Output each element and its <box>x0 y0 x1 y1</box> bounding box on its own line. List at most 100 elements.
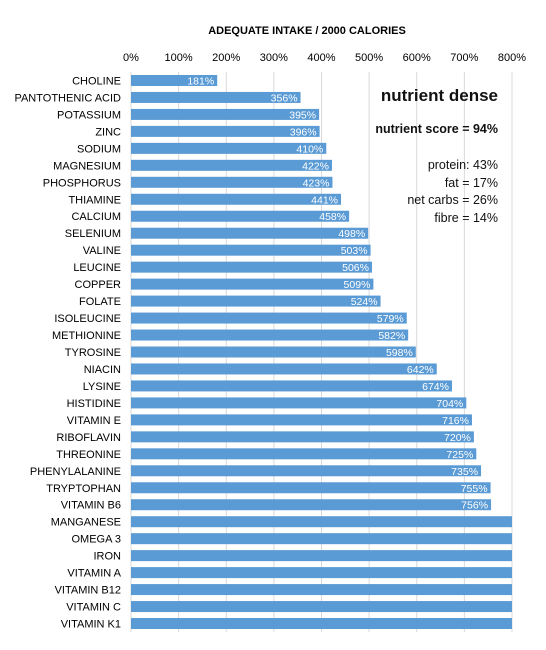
category-label: PANTOTHENIC ACID <box>14 92 121 104</box>
bar <box>131 499 492 511</box>
x-tick-label: 300% <box>260 52 288 64</box>
x-tick-label: 100% <box>165 52 193 64</box>
category-label: VITAMIN K1 <box>61 619 121 631</box>
bar <box>131 584 512 596</box>
category-label: IRON <box>94 551 122 563</box>
data-label: 509% <box>344 279 371 291</box>
annotation-score: nutrient score = 94% <box>375 122 498 136</box>
bar <box>131 448 477 460</box>
data-label: 498% <box>338 228 365 240</box>
category-label: SODIUM <box>77 143 121 155</box>
category-label: PHOSPHORUS <box>43 177 121 189</box>
macro-protein: protein: 43% <box>427 158 498 172</box>
category-label: NIACIN <box>84 364 121 376</box>
bar <box>131 227 369 239</box>
data-label: 423% <box>303 177 330 189</box>
bar <box>131 312 407 324</box>
bar <box>131 550 512 562</box>
bar <box>131 142 327 154</box>
x-tick-label: 500% <box>355 52 383 64</box>
annotation-heading: nutrient dense <box>380 86 498 105</box>
data-label: 735% <box>451 466 478 478</box>
category-label: LYSINE <box>83 381 121 393</box>
x-tick-label: 200% <box>212 52 240 64</box>
category-labels: CHOLINE PANTOTHENIC ACID POTASSIUM ZINC SODI… <box>14 75 121 630</box>
bar <box>131 601 512 613</box>
x-tick-label: 0% <box>123 52 139 64</box>
category-label: SELENIUM <box>65 228 121 240</box>
category-label: COPPER <box>75 279 122 291</box>
bar <box>131 91 301 103</box>
category-label: MANGANESE <box>51 517 121 529</box>
category-label: METHIONINE <box>52 330 121 342</box>
bar <box>131 74 218 86</box>
bar <box>131 567 512 579</box>
category-label: OMEGA 3 <box>71 534 121 546</box>
data-label: 579% <box>377 313 404 325</box>
bar <box>131 125 320 137</box>
category-label: VITAMIN C <box>66 602 121 614</box>
bar <box>131 261 372 273</box>
category-label: MAGNESIUM <box>53 160 121 172</box>
data-label: 720% <box>444 432 471 444</box>
data-label: 642% <box>407 364 434 376</box>
data-label: 422% <box>302 160 329 172</box>
category-label: VITAMIN B12 <box>55 585 121 597</box>
bar <box>131 295 381 307</box>
data-label: 395% <box>289 109 316 121</box>
bar <box>131 431 474 443</box>
category-label: LEUCINE <box>73 262 121 274</box>
bar <box>131 278 374 290</box>
bar <box>131 363 437 375</box>
bar <box>131 244 371 256</box>
category-label: CALCIUM <box>71 211 121 223</box>
category-label: THIAMINE <box>68 194 121 206</box>
x-axis-ticks: 0% 100% 200% 300% 400% 500% 600% 700% 800% <box>123 52 526 64</box>
bar <box>131 159 332 171</box>
bar <box>131 533 512 545</box>
bar <box>131 108 320 120</box>
bar <box>131 329 409 341</box>
category-label: RIBOFLAVIN <box>56 432 121 444</box>
bar <box>131 397 467 409</box>
bar <box>131 618 512 630</box>
data-label: 582% <box>378 330 405 342</box>
data-label: 704% <box>436 398 463 410</box>
category-label: CHOLINE <box>72 75 121 87</box>
category-label: VITAMIN E <box>67 415 121 427</box>
category-label: TRYPTOPHAN <box>46 483 121 495</box>
x-tick-label: 400% <box>307 52 335 64</box>
data-label: 524% <box>351 296 378 308</box>
macro-fibre: fibre = 14% <box>434 210 498 225</box>
category-label: HISTIDINE <box>67 398 121 410</box>
category-label: VALINE <box>83 245 121 257</box>
data-label: 716% <box>442 415 469 427</box>
bar <box>131 482 491 494</box>
data-labels: 181% 356% 395% 396% 410% 422% 423% 441% 458% 498%… <box>187 75 488 511</box>
category-label: ISOLEUCINE <box>54 313 121 325</box>
bars <box>131 74 512 630</box>
bar <box>131 414 472 426</box>
annotation-macros: protein: 43% fat = 17% net carbs = 26% f… <box>407 157 498 227</box>
data-label: 458% <box>319 211 346 223</box>
macro-fat: fat = 17% <box>444 175 498 190</box>
bar <box>131 176 333 188</box>
data-label: 755% <box>461 483 488 495</box>
data-label: 356% <box>271 92 298 104</box>
data-label: 441% <box>311 194 338 206</box>
bar <box>131 380 452 392</box>
bar <box>131 516 512 528</box>
category-label: TYROSINE <box>65 347 121 359</box>
data-label: 725% <box>446 449 473 461</box>
x-tick-label: 600% <box>403 52 431 64</box>
category-label: POTASSIUM <box>57 109 121 121</box>
category-label: VITAMIN B6 <box>61 500 121 512</box>
x-tick-label: 700% <box>450 52 478 64</box>
category-label: THREONINE <box>56 449 121 461</box>
category-label: VITAMIN A <box>67 568 121 580</box>
bar <box>131 346 416 358</box>
data-label: 396% <box>290 126 317 138</box>
data-label: 181% <box>187 75 214 87</box>
data-label: 674% <box>422 381 449 393</box>
